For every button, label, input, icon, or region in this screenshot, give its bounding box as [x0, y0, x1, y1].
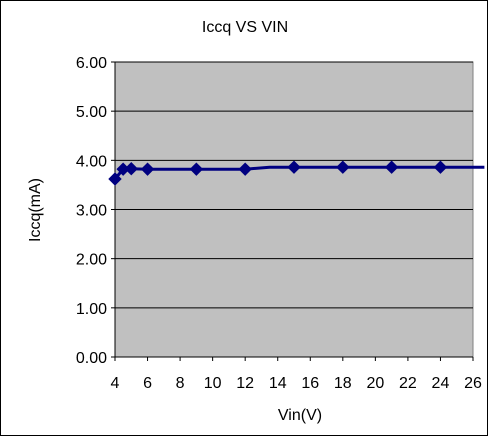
x-tick-label-11: 26 [464, 375, 482, 392]
x-tick-label-2: 8 [176, 375, 185, 392]
x-tick-label-8: 20 [366, 375, 384, 392]
x-tick-label-5: 14 [269, 375, 287, 392]
plot-area [114, 61, 474, 358]
x-axis-title: Vin(V) [278, 407, 322, 424]
y-tick-label-2: 2.00 [76, 252, 107, 269]
data-point-0-4 [189, 162, 204, 176]
x-tick-label-7: 18 [334, 375, 352, 392]
series-layer [108, 160, 485, 186]
x-tick-label-10: 24 [432, 375, 450, 392]
x-tick-labels: 4 6 8 10 12 14 16 18 20 22 24 26 [111, 357, 482, 392]
x-tick-label-4: 12 [236, 375, 254, 392]
x-tick-label-1: 6 [143, 375, 152, 392]
data-point-0-0 [108, 172, 122, 186]
data-point-0-3 [140, 162, 155, 176]
x-tick-label-0: 4 [111, 375, 120, 392]
x-tick-label-9: 22 [399, 375, 417, 392]
data-point-0-8 [384, 160, 399, 174]
chart-title: Iccq VS VIN [202, 19, 288, 36]
y-tick-label-0: 0.00 [76, 350, 107, 367]
y-tick-label-3: 3.00 [76, 203, 107, 220]
data-point-0-5 [238, 162, 252, 176]
y-axis-title: Iccq(mA) [27, 178, 44, 242]
x-tick-label-6: 16 [301, 375, 319, 392]
data-point-0-2 [124, 161, 138, 176]
x-tick-label-3: 10 [204, 375, 222, 392]
data-point-0-7 [336, 160, 350, 174]
grid-lines [115, 61, 473, 309]
y-tick-label-5: 5.00 [76, 104, 107, 121]
data-point-0-9 [433, 160, 448, 174]
data-point-0-6 [287, 160, 301, 174]
y-tick-labels: 0.00 1.00 2.00 3.00 4.00 5.00 6.00 [76, 55, 115, 367]
y-tick-label-1: 1.00 [76, 301, 107, 318]
y-tick-label-6: 6.00 [76, 55, 107, 72]
y-tick-label-4: 4.00 [76, 153, 107, 170]
